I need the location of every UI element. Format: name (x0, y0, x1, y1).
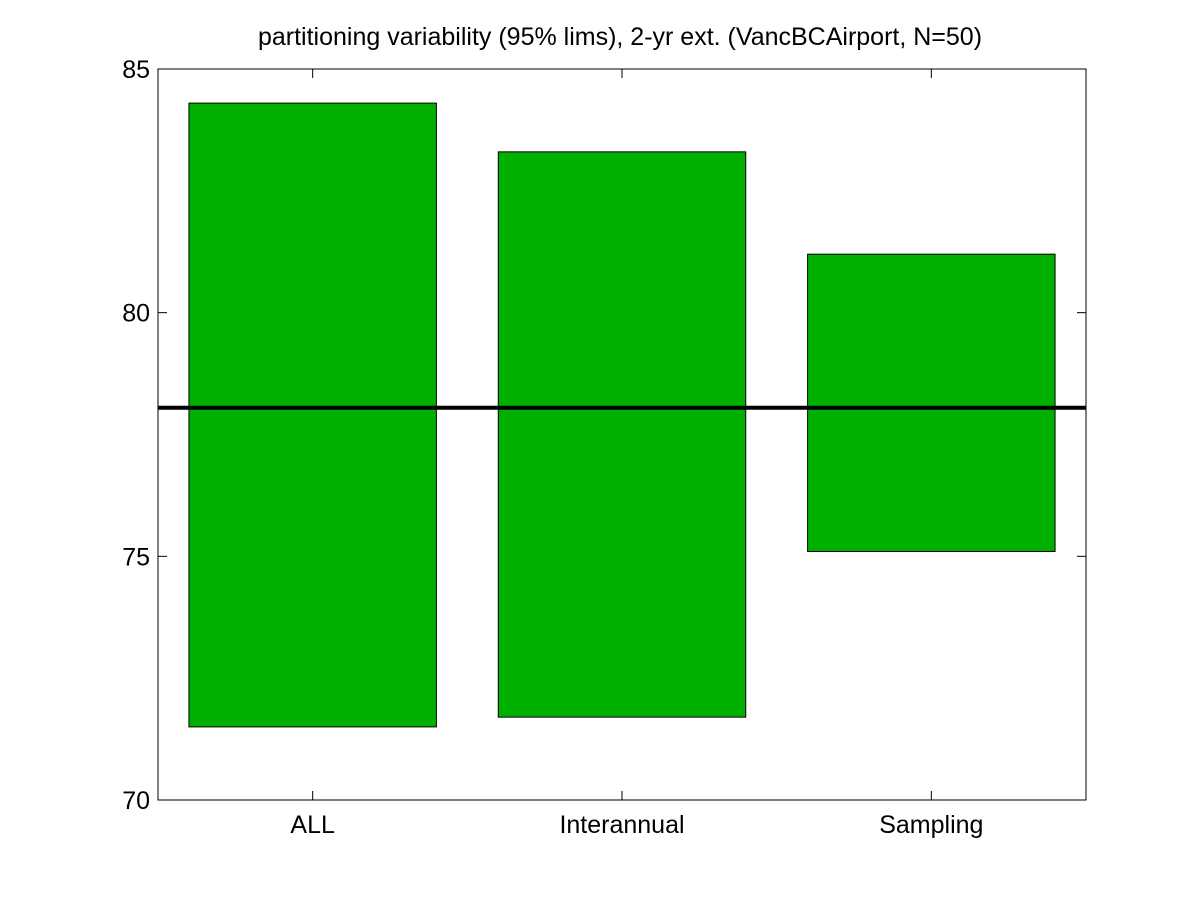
bar-interannual (497, 151, 747, 718)
bar-all (188, 102, 437, 728)
x-tick-label: ALL (290, 811, 335, 839)
y-tick-label: 75 (122, 543, 150, 571)
x-tick-label: Sampling (879, 811, 983, 839)
chart-title: partitioning variability (95% lims), 2-y… (258, 23, 982, 51)
axis-ticks (158, 68, 1086, 801)
bars-layer (188, 102, 1056, 728)
bar-sampling (807, 253, 1056, 552)
y-tick-label: 80 (122, 300, 150, 328)
x-tick-label: Interannual (559, 811, 684, 839)
y-tick-label: 70 (122, 787, 150, 815)
y-tick-label: 85 (122, 56, 150, 84)
axis-labels: 70 75 80 85 ALL Interannual Sampling (122, 56, 983, 839)
